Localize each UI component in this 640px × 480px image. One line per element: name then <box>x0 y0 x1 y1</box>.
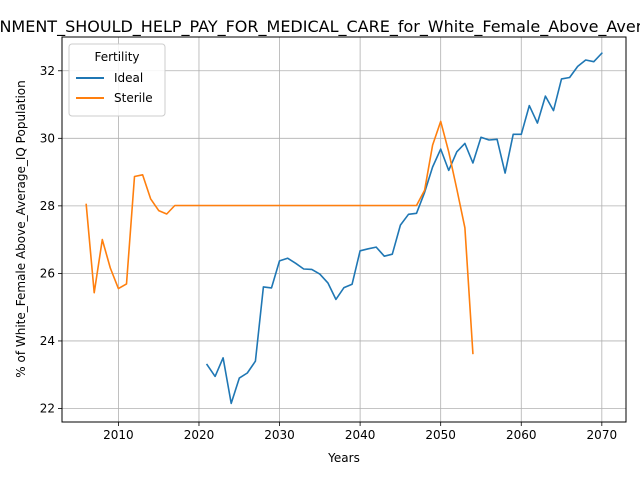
x-tick-label: 2020 <box>184 428 215 442</box>
y-axis: 22 24 26 28 30 32 <box>40 64 62 415</box>
legend-label-ideal: Ideal <box>114 71 143 85</box>
x-axis: 2010 2020 2030 2040 2050 2060 2070 <box>103 422 617 442</box>
y-tick-label: 28 <box>40 199 55 213</box>
x-tick-label: 2010 <box>103 428 134 442</box>
y-tick-label: 24 <box>40 334 55 348</box>
x-tick-label: 2060 <box>506 428 537 442</box>
y-tick-label: 32 <box>40 64 55 78</box>
legend: Fertility Ideal Sterile <box>68 43 166 117</box>
series-lines <box>85 52 603 405</box>
series-line-sterile <box>85 120 474 355</box>
legend-title: Fertility <box>94 50 139 64</box>
chart-title: GOVERNMENT_SHOULD_HELP_PAY_FOR_MEDICAL_C… <box>0 17 640 37</box>
x-axis-label: Years <box>327 451 360 465</box>
plot-frame <box>61 36 627 423</box>
x-tick-label: 2050 <box>425 428 456 442</box>
y-tick-label: 26 <box>40 266 55 280</box>
y-axis-label: % of White_Female Above_Average_IQ Popul… <box>14 80 28 377</box>
x-tick-label: 2030 <box>264 428 295 442</box>
x-tick-label: 2040 <box>345 428 376 442</box>
y-tick-label: 30 <box>40 131 55 145</box>
x-tick-label: 2070 <box>587 428 618 442</box>
series-line-ideal <box>205 52 603 405</box>
legend-label-sterile: Sterile <box>114 91 153 105</box>
y-tick-label: 22 <box>40 401 55 415</box>
